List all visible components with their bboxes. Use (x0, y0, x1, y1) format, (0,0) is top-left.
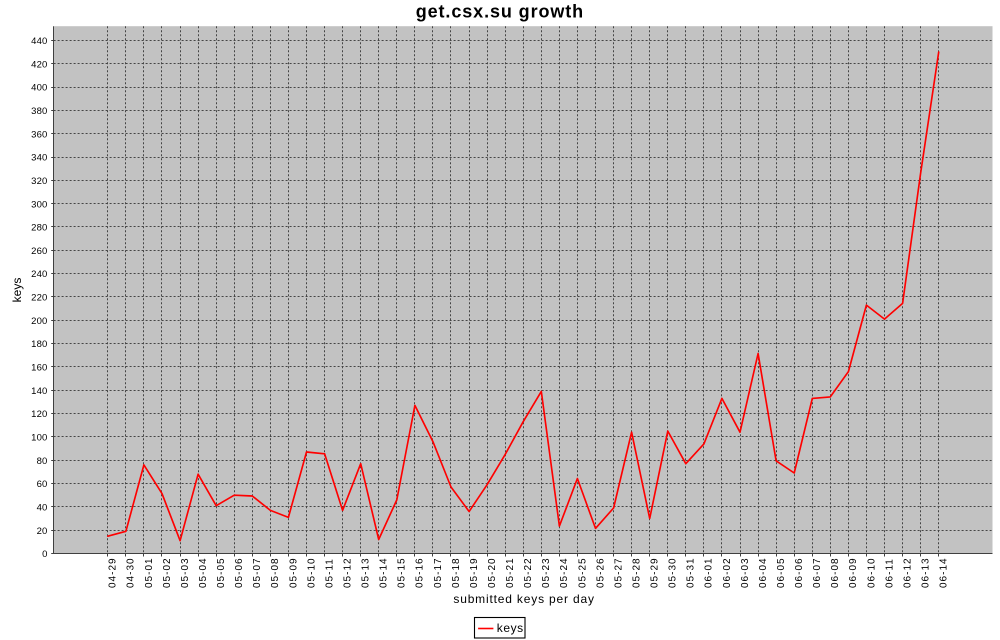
svg-text:05-04: 05-04 (198, 557, 209, 588)
svg-text:06-09: 06-09 (848, 557, 859, 588)
svg-text:06-05: 06-05 (776, 557, 787, 588)
svg-text:60: 60 (37, 479, 48, 490)
svg-text:360: 360 (31, 129, 47, 140)
svg-text:06-08: 06-08 (830, 557, 841, 588)
svg-text:04-29: 04-29 (108, 557, 119, 588)
svg-text:420: 420 (31, 59, 47, 70)
svg-text:440: 440 (31, 36, 47, 47)
svg-text:05-15: 05-15 (397, 557, 408, 588)
svg-text:40: 40 (37, 503, 48, 514)
svg-text:20: 20 (37, 526, 48, 537)
svg-text:06-13: 06-13 (921, 557, 932, 588)
svg-text:05-17: 05-17 (433, 557, 444, 588)
svg-text:160: 160 (31, 363, 47, 374)
svg-text:05-30: 05-30 (668, 557, 679, 588)
svg-text:05-23: 05-23 (541, 557, 552, 588)
svg-text:200: 200 (31, 316, 47, 327)
svg-text:05-27: 05-27 (613, 557, 624, 588)
svg-text:keys: keys (497, 621, 524, 635)
svg-text:05-07: 05-07 (252, 557, 263, 588)
svg-text:05-21: 05-21 (505, 557, 516, 588)
svg-text:06-11: 06-11 (884, 558, 895, 588)
svg-text:05-13: 05-13 (361, 557, 372, 588)
svg-text:05-25: 05-25 (577, 557, 588, 588)
svg-text:05-11: 05-11 (324, 558, 335, 588)
svg-text:320: 320 (31, 176, 47, 187)
svg-text:400: 400 (31, 83, 47, 94)
svg-text:05-01: 05-01 (144, 557, 155, 588)
svg-text:340: 340 (31, 153, 47, 164)
svg-text:06-07: 06-07 (812, 557, 823, 588)
svg-text:06-10: 06-10 (866, 557, 877, 588)
svg-text:keys: keys (10, 278, 24, 303)
svg-text:05-08: 05-08 (270, 557, 281, 588)
svg-text:05-28: 05-28 (632, 557, 643, 588)
svg-text:05-24: 05-24 (559, 557, 570, 588)
svg-text:get.csx.su growth: get.csx.su growth (416, 1, 584, 21)
svg-text:06-12: 06-12 (902, 557, 913, 588)
svg-text:80: 80 (37, 456, 48, 467)
svg-text:05-22: 05-22 (523, 557, 534, 588)
svg-text:05-14: 05-14 (379, 557, 390, 588)
svg-text:05-02: 05-02 (162, 557, 173, 588)
svg-text:180: 180 (31, 339, 47, 350)
svg-text:280: 280 (31, 223, 47, 234)
svg-text:05-16: 05-16 (415, 557, 426, 588)
svg-text:140: 140 (31, 386, 47, 397)
svg-text:05-09: 05-09 (288, 557, 299, 588)
svg-text:120: 120 (31, 409, 47, 420)
svg-text:06-04: 06-04 (758, 557, 769, 588)
svg-text:05-05: 05-05 (216, 557, 227, 588)
svg-text:submitted keys per day: submitted keys per day (453, 592, 594, 606)
svg-text:260: 260 (31, 246, 47, 257)
svg-text:380: 380 (31, 106, 47, 117)
svg-text:05-29: 05-29 (650, 557, 661, 588)
svg-text:300: 300 (31, 199, 47, 210)
svg-text:05-12: 05-12 (343, 557, 354, 588)
svg-text:05-26: 05-26 (595, 557, 606, 588)
svg-text:05-06: 05-06 (234, 557, 245, 588)
svg-text:06-02: 06-02 (722, 557, 733, 588)
svg-text:0: 0 (42, 549, 47, 560)
svg-text:220: 220 (31, 293, 47, 304)
svg-text:240: 240 (31, 269, 47, 280)
svg-text:05-18: 05-18 (451, 557, 462, 588)
svg-text:04-30: 04-30 (126, 557, 137, 588)
svg-text:05-03: 05-03 (180, 557, 191, 588)
svg-text:05-10: 05-10 (306, 557, 317, 588)
svg-text:05-20: 05-20 (487, 557, 498, 588)
svg-text:06-14: 06-14 (939, 557, 950, 588)
svg-text:06-01: 06-01 (704, 557, 715, 588)
svg-text:05-19: 05-19 (469, 557, 480, 588)
svg-text:100: 100 (31, 433, 47, 444)
svg-text:06-06: 06-06 (794, 557, 805, 588)
svg-text:06-03: 06-03 (740, 557, 751, 588)
svg-text:05-31: 05-31 (686, 557, 697, 588)
